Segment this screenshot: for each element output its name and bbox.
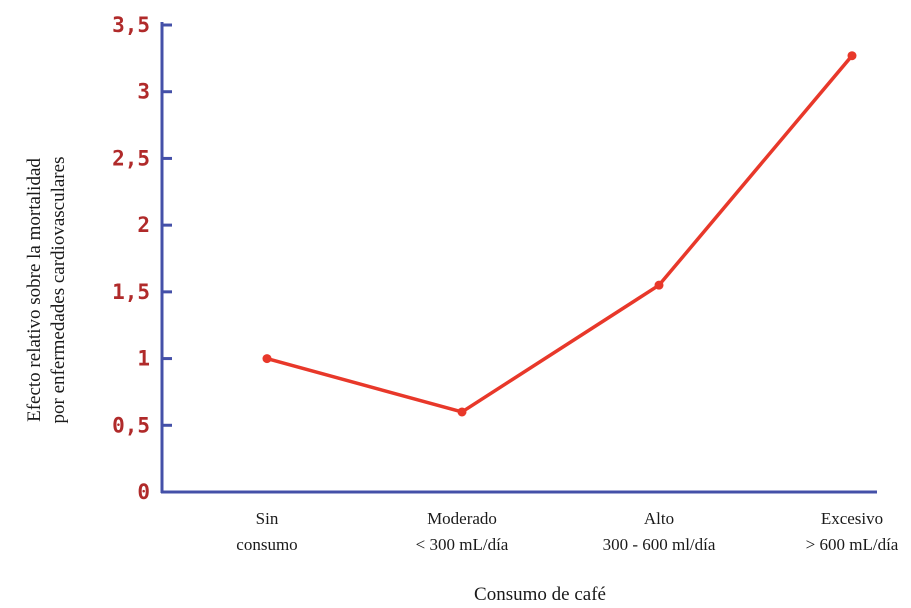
y-tick-label: 3,5 bbox=[112, 13, 150, 37]
x-category-label: Excesivo bbox=[821, 509, 883, 528]
y-tick-label: 0,5 bbox=[112, 413, 150, 437]
data-point bbox=[847, 51, 857, 61]
x-category-label: consumo bbox=[236, 535, 297, 554]
x-category-label: < 300 mL/día bbox=[416, 535, 509, 554]
x-category-label: > 600 mL/día bbox=[806, 535, 899, 554]
y-tick-label: 1 bbox=[137, 347, 150, 371]
data-point bbox=[654, 280, 664, 290]
y-tick-label: 2,5 bbox=[112, 146, 150, 170]
x-axis-title: Consumo de café bbox=[474, 584, 606, 605]
y-tick-label: 1,5 bbox=[112, 280, 150, 304]
y-axis-title-line: Efecto relativo sobre la mortalidad bbox=[24, 158, 45, 422]
y-axis-title: Efecto relativo sobre la mortalidad por e… bbox=[24, 157, 69, 424]
x-category-label: Moderado bbox=[427, 509, 497, 528]
y-tick-label: 0 bbox=[137, 480, 150, 504]
x-category-label: 300 - 600 ml/día bbox=[603, 535, 716, 554]
series-line bbox=[265, 53, 854, 414]
data-point bbox=[457, 407, 467, 417]
x-category-label: Alto bbox=[644, 509, 674, 528]
y-tick-label: 3 bbox=[137, 80, 150, 104]
y-axis-title-line: por enfermedades cardiovasculares bbox=[48, 157, 69, 424]
data-point bbox=[262, 354, 272, 364]
x-category-label: Sin bbox=[256, 509, 279, 528]
y-tick-label: 2 bbox=[137, 213, 150, 237]
